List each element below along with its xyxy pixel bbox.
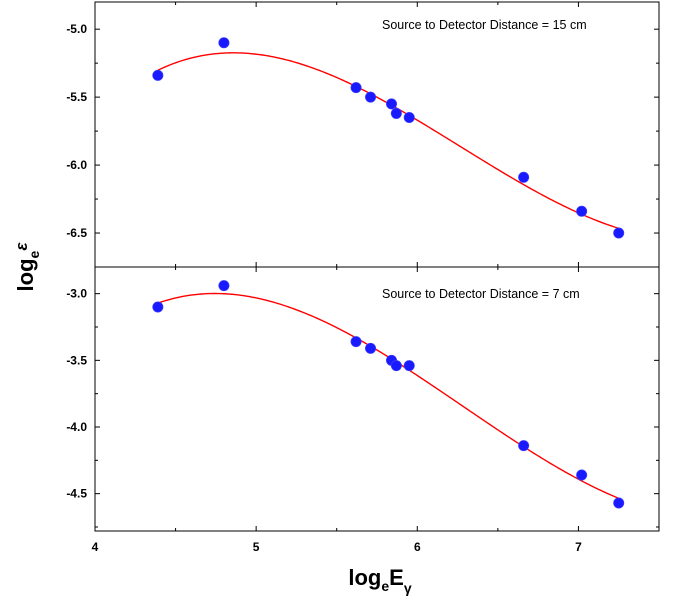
- top-panel-data-points: [152, 37, 625, 239]
- data-point: [576, 469, 588, 481]
- top-panel: -5.0 -5.5 -6.0 -6.5 Source to Detector Dist…: [66, 1, 660, 268]
- data-point: [152, 301, 164, 313]
- bottom-panel-annotation: Source to Detector Distance = 7 cm: [382, 287, 580, 301]
- data-point: [218, 280, 230, 292]
- data-point: [152, 69, 164, 81]
- y-axis-title: logeε: [12, 242, 42, 292]
- bottom-panel-frame: [94, 266, 660, 532]
- top-panel-y-ticks: -5.0 -5.5 -6.0 -6.5: [66, 2, 659, 268]
- x-title-log: log: [348, 565, 381, 590]
- y-tick-label: -3.5: [66, 353, 87, 367]
- y-title-sub: e: [26, 250, 42, 258]
- top-panel-annotation: Source to Detector Distance = 15 cm: [382, 18, 587, 32]
- x-title-sub: e: [381, 578, 389, 594]
- data-point: [218, 37, 230, 49]
- data-point: [390, 360, 402, 372]
- x-title-var: E: [389, 565, 404, 590]
- data-point: [613, 227, 625, 239]
- bottom-panel: -3.0 -3.5 -4.0 -4.5 Source to Detector Dist…: [66, 266, 660, 532]
- x-tick-label: 6: [414, 540, 421, 554]
- data-point: [386, 98, 398, 110]
- x-axis-title: logeEγ: [348, 565, 411, 596]
- y-tick-label: -5.5: [66, 90, 87, 104]
- data-point: [518, 171, 530, 183]
- y-tick-label: -5.0: [66, 22, 87, 36]
- x-tick-label: 4: [92, 540, 99, 554]
- y-tick-label: -4.0: [66, 420, 87, 434]
- y-title-log: log: [13, 258, 38, 291]
- y-tick-label: -6.5: [66, 226, 87, 240]
- y-title-var: ε: [12, 242, 31, 251]
- x-title-var-sub: γ: [404, 580, 412, 596]
- data-point: [403, 112, 415, 124]
- bottom-panel-data-points: [152, 280, 625, 509]
- top-panel-frame: [94, 1, 660, 268]
- y-tick-label: -3.0: [66, 287, 87, 301]
- data-point: [403, 360, 415, 372]
- data-point: [390, 107, 402, 119]
- data-point: [365, 91, 377, 103]
- bottom-panel-y-ticks: -3.0 -3.5 -4.0 -4.5: [66, 267, 659, 531]
- data-point: [350, 82, 362, 94]
- x-axis-ticks: 4 5 6 7: [92, 540, 582, 554]
- x-tick-label: 5: [253, 540, 260, 554]
- y-tick-label: -6.0: [66, 158, 87, 172]
- data-point: [576, 205, 588, 217]
- y-tick-label: -4.5: [66, 487, 87, 501]
- top-panel-fit-curve: [157, 52, 619, 230]
- data-point: [350, 336, 362, 348]
- data-point: [613, 497, 625, 509]
- x-tick-label: 7: [575, 540, 582, 554]
- data-point: [365, 342, 377, 354]
- bottom-panel-fit-curve: [157, 292, 619, 499]
- data-point: [518, 440, 530, 452]
